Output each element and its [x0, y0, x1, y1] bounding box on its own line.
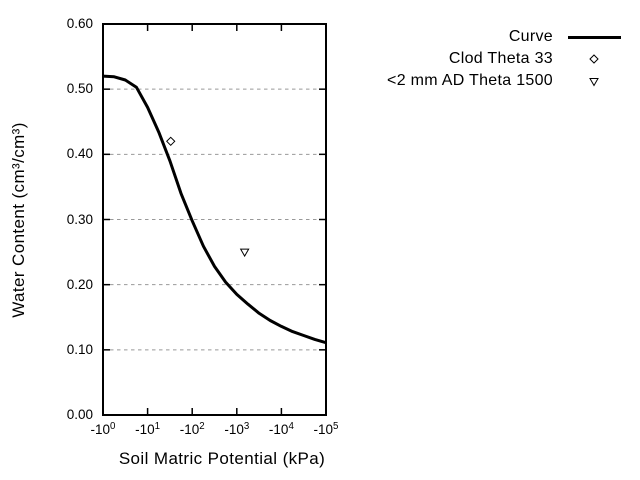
y-tick-label: 0.10: [66, 341, 93, 357]
x-tick-exponent: 3: [243, 421, 250, 433]
legend: Curve Clod Theta 33 <2 mm AD Theta 1500: [292, 26, 622, 92]
legend-row: Clod Theta 33: [292, 48, 622, 70]
y-axis-title-text: Water Content (cm³/cm³): [9, 121, 28, 318]
x-tick-label: -104: [249, 421, 313, 440]
legend-line-sample: [566, 35, 622, 39]
diamond-icon: [589, 54, 599, 64]
y-axis-title: Water Content (cm³/cm³): [2, 24, 36, 415]
legend-label: Curve: [508, 28, 553, 45]
x-tick-label: -103: [205, 421, 269, 440]
legend-label: Clod Theta 33: [448, 50, 553, 67]
x-tick-exponent: 5: [333, 421, 339, 433]
legend-label: <2 mm AD Theta 1500: [387, 72, 553, 89]
x-tick-exponent: 4: [288, 421, 294, 433]
curve-line: [102, 74, 327, 345]
y-tick-label: 0.20: [66, 276, 93, 292]
x-tick-base: -10: [90, 422, 111, 437]
x-tick-exponent: 1: [154, 421, 161, 433]
triangle-down-icon: [589, 78, 599, 87]
x-tick-base: -10: [224, 422, 244, 437]
legend-triangle-sample: [566, 75, 622, 87]
x-tick-exponent: 2: [199, 421, 205, 433]
y-tick-label: 0.40: [66, 146, 93, 162]
x-axis-title: Soil Matric Potential (kPa): [118, 449, 326, 468]
x-tick-exponent: 0: [110, 421, 116, 433]
x-tick-base: -10: [313, 422, 334, 437]
x-tick-label: -100: [71, 421, 135, 440]
x-tick-label: -102: [160, 421, 224, 440]
y-tick-label: 0.30: [66, 211, 93, 227]
y-tick-label: 0.50: [66, 81, 93, 97]
y-tick-label: 0.00: [66, 407, 93, 422]
x-tick-base: -10: [179, 422, 200, 437]
line-sample-icon: [567, 35, 621, 39]
legend-row: <2 mm AD Theta 1500: [292, 70, 622, 92]
x-tick-base: -10: [268, 422, 289, 437]
x-tick-label: -105: [294, 421, 358, 440]
ad-theta-1500-marker: [239, 248, 250, 258]
legend-row: Curve: [292, 26, 622, 48]
clod-theta-33-marker: [166, 136, 176, 147]
y-tick-label: 0.60: [66, 16, 93, 31]
x-tick-label: -101: [116, 421, 180, 440]
legend-diamond-sample: [566, 53, 622, 65]
x-tick-base: -10: [135, 422, 155, 437]
